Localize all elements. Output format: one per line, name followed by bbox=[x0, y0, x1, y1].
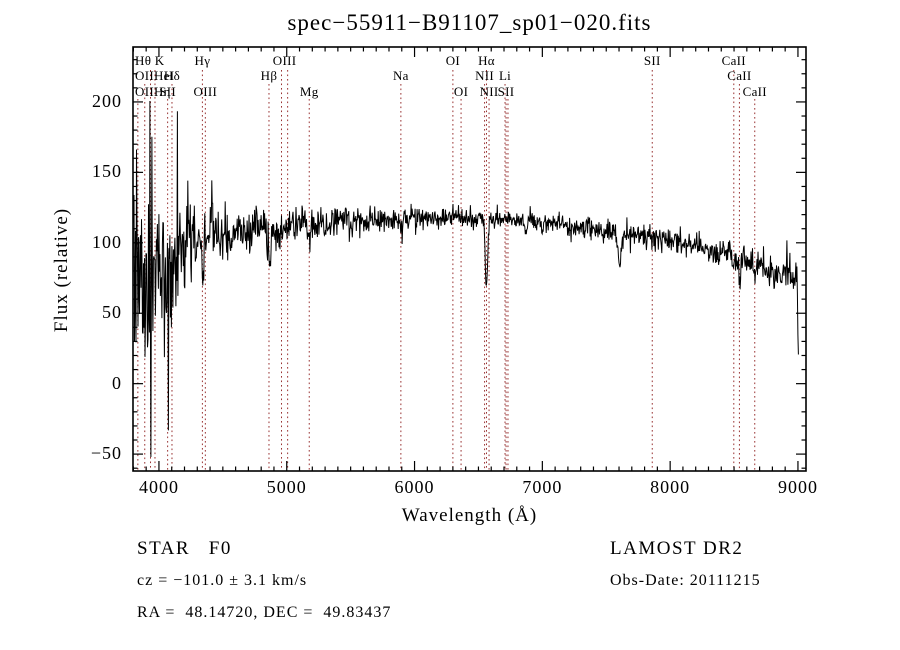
x-axis-label: Wavelength (Å) bbox=[401, 505, 538, 526]
spectral-line-label: SII bbox=[159, 84, 177, 99]
spectral-line-label: SII bbox=[643, 53, 661, 68]
x-tick-label: 4000 bbox=[138, 477, 179, 497]
spectral-line-label: OI bbox=[445, 53, 461, 68]
spectral-line-label: OIIHeI bbox=[135, 68, 175, 83]
spectral-line-label: SII bbox=[497, 84, 515, 99]
x-tick-label: 7000 bbox=[522, 477, 563, 497]
spectrum-trace bbox=[132, 100, 799, 458]
spectral-line-label: NII bbox=[475, 68, 495, 83]
spectral-line-label: CaII bbox=[727, 68, 752, 83]
spectral-line-label: NII bbox=[479, 84, 499, 99]
y-tick-label: 100 bbox=[92, 231, 122, 252]
x-tick-label: 6000 bbox=[394, 477, 435, 497]
survey-label: LAMOST DR2 bbox=[610, 538, 744, 559]
y-tick-label: 50 bbox=[102, 302, 122, 323]
spectral-line-label: Hα bbox=[478, 53, 495, 68]
spectral-line-label: Mg bbox=[299, 84, 319, 99]
spectral-line-label: CaII bbox=[742, 84, 767, 99]
y-tick-label: 150 bbox=[92, 161, 122, 182]
x-tick-label: 8000 bbox=[650, 477, 691, 497]
velocity-label: cz = −101.0 ± 3.1 km/s bbox=[137, 572, 308, 589]
x-tick-label: 9000 bbox=[777, 477, 818, 497]
spectral-line-label: OI bbox=[453, 84, 469, 99]
spectral-line-label: OIIHη bbox=[135, 84, 171, 99]
x-tick-label: 5000 bbox=[266, 477, 307, 497]
object-class-label: STAR F0 bbox=[137, 538, 232, 559]
spectral-line-label: Hβ bbox=[260, 68, 278, 83]
spectral-line-label: Hδ bbox=[163, 68, 181, 83]
y-axis-label: Flux (relative) bbox=[51, 207, 72, 333]
spectral-line-label: CaII bbox=[721, 53, 746, 68]
y-tick-label: 200 bbox=[92, 90, 122, 111]
spectral-line-label: Na bbox=[392, 68, 409, 83]
coordinates-label: RA = 48.14720, DEC = 49.83437 bbox=[137, 604, 392, 621]
spectral-line-label: OIII bbox=[193, 84, 218, 99]
spectral-line-label: OIII bbox=[272, 53, 297, 68]
spectral-line-label: Hθ K bbox=[135, 53, 165, 68]
spectral-line-label: Li bbox=[498, 68, 512, 83]
plot-title: spec−55911−B91107_sp01−020.fits bbox=[287, 10, 652, 35]
obs-date-label: Obs-Date: 20111215 bbox=[610, 572, 761, 589]
spectral-line-label: Hγ bbox=[194, 53, 211, 68]
y-tick-label: −50 bbox=[90, 443, 122, 464]
y-tick-label: 0 bbox=[112, 372, 122, 393]
plot-frame bbox=[132, 46, 807, 472]
